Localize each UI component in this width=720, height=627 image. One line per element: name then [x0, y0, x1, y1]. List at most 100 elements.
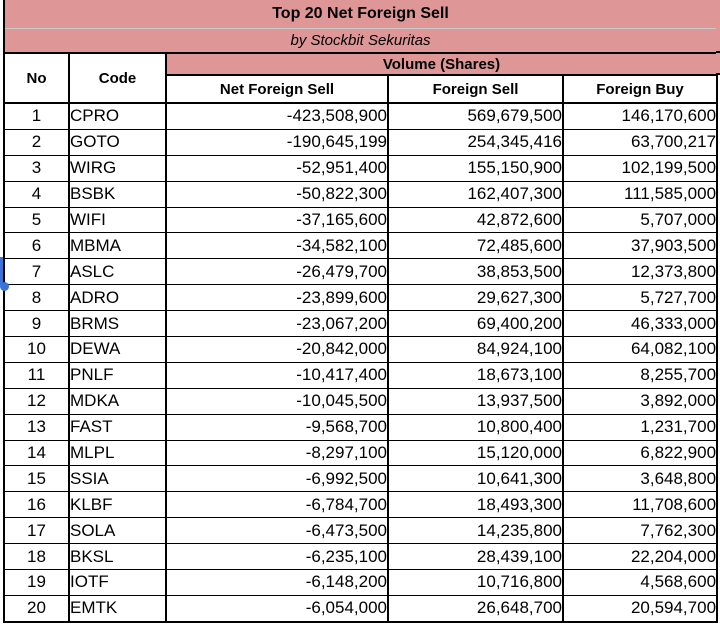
cell-foreign-sell: 69,400,200 — [387, 310, 564, 338]
cell-code: BRMS — [68, 310, 167, 338]
cell-net-foreign-sell: -20,842,000 — [165, 336, 389, 363]
cell-foreign-buy: 5,727,700 — [561, 284, 719, 312]
cell-foreign-buy: 11,708,600 — [561, 491, 719, 519]
cell-code: WIRG — [68, 154, 167, 182]
table-row: 10 DEWA -20,842,000 84,924,100 64,082,10… — [3, 336, 719, 363]
cell-foreign-sell: 10,716,800 — [387, 569, 564, 596]
cell-no: 14 — [3, 439, 70, 467]
text-selection-handle-dot[interactable] — [0, 282, 9, 291]
cell-net-foreign-sell: -34,582,100 — [165, 232, 389, 260]
cell-foreign-buy: 22,204,000 — [561, 543, 719, 571]
cell-foreign-buy: 63,700,217 — [561, 128, 719, 156]
cell-net-foreign-sell: -6,148,200 — [165, 569, 389, 596]
cell-no: 13 — [3, 413, 70, 441]
cell-code: DEWA — [68, 336, 167, 363]
cell-foreign-buy: 6,822,900 — [561, 439, 719, 467]
column-header-net-foreign-sell: Net Foreign Sell — [165, 74, 389, 104]
cell-foreign-sell: 155,150,900 — [387, 154, 564, 182]
cell-no: 18 — [3, 543, 70, 571]
cropped-cell-overflow — [716, 0, 720, 75]
cell-no: 3 — [3, 154, 70, 182]
cell-no: 5 — [3, 206, 70, 234]
cell-no: 17 — [3, 517, 70, 545]
table-row: 13 FAST -9,568,700 10,800,400 1,231,700 — [3, 413, 719, 441]
table-row: 12 MDKA -10,045,500 13,937,500 3,892,000 — [3, 387, 719, 415]
cell-foreign-sell: 84,924,100 — [387, 336, 564, 363]
cell-no: 15 — [3, 465, 70, 493]
cell-net-foreign-sell: -9,568,700 — [165, 413, 389, 441]
table-row: 9 BRMS -23,067,200 69,400,200 46,333,000 — [3, 310, 719, 338]
cell-foreign-sell: 38,853,500 — [387, 258, 564, 286]
table-row: 7 ASLC -26,479,700 38,853,500 12,373,800 — [3, 258, 719, 286]
cell-no: 1 — [3, 102, 70, 130]
cell-foreign-buy: 102,199,500 — [561, 154, 719, 182]
cell-code: KLBF — [68, 491, 167, 519]
cell-foreign-buy: 46,333,000 — [561, 310, 719, 338]
table-row: 6 MBMA -34,582,100 72,485,600 37,903,500 — [3, 232, 719, 260]
cell-foreign-sell: 42,872,600 — [387, 206, 564, 234]
cell-net-foreign-sell: -23,899,600 — [165, 284, 389, 312]
cell-net-foreign-sell: -52,951,400 — [165, 154, 389, 182]
cell-code: SSIA — [68, 465, 167, 493]
cell-no: 8 — [3, 284, 70, 312]
cell-foreign-sell: 72,485,600 — [387, 232, 564, 260]
cell-net-foreign-sell: -6,235,100 — [165, 543, 389, 571]
cell-net-foreign-sell: -50,822,300 — [165, 180, 389, 208]
cell-code: ASLC — [68, 258, 167, 286]
cell-code: GOTO — [68, 128, 167, 156]
cell-foreign-buy: 8,255,700 — [561, 361, 719, 389]
cell-no: 9 — [3, 310, 70, 338]
cell-net-foreign-sell: -6,054,000 — [165, 594, 389, 623]
column-header-code: Code — [68, 52, 167, 104]
cell-net-foreign-sell: -10,045,500 — [165, 387, 389, 415]
cell-no: 12 — [3, 387, 70, 415]
column-header-foreign-sell: Foreign Sell — [387, 74, 564, 104]
cell-foreign-buy: 146,170,600 — [561, 102, 719, 130]
cell-foreign-sell: 28,439,100 — [387, 543, 564, 571]
cell-code: CPRO — [68, 102, 167, 130]
table-row: 14 MLPL -8,297,100 15,120,000 6,822,900 — [3, 439, 719, 467]
cell-code: BKSL — [68, 543, 167, 571]
table-row: 5 WIFI -37,165,600 42,872,600 5,707,000 — [3, 206, 719, 234]
cell-foreign-sell: 10,800,400 — [387, 413, 564, 441]
cell-foreign-sell: 162,407,300 — [387, 180, 564, 208]
cell-code: FAST — [68, 413, 167, 441]
cell-net-foreign-sell: -190,645,199 — [165, 128, 389, 156]
cell-no: 16 — [3, 491, 70, 519]
cell-foreign-buy: 7,762,300 — [561, 517, 719, 545]
cell-net-foreign-sell: -6,784,700 — [165, 491, 389, 519]
table-row: 8 ADRO -23,899,600 29,627,300 5,727,700 — [3, 284, 719, 312]
table-row: 20 EMTK -6,054,000 26,648,700 20,594,700 — [3, 594, 719, 623]
cell-net-foreign-sell: -6,992,500 — [165, 465, 389, 493]
cell-code: WIFI — [68, 206, 167, 234]
text-selection-handle-bar[interactable] — [0, 257, 3, 285]
cell-foreign-buy: 12,373,800 — [561, 258, 719, 286]
cell-code: ADRO — [68, 284, 167, 312]
table-row: 17 SOLA -6,473,500 14,235,800 7,762,300 — [3, 517, 719, 545]
table-row: 4 BSBK -50,822,300 162,407,300 111,585,0… — [3, 180, 719, 208]
cell-no: 7 — [3, 258, 70, 286]
column-group-volume-shares: Volume (Shares) — [164, 52, 719, 76]
cell-no: 19 — [3, 569, 70, 596]
table-row: 3 WIRG -52,951,400 155,150,900 102,199,5… — [3, 154, 719, 182]
table-row: 16 KLBF -6,784,700 18,493,300 11,708,600 — [3, 491, 719, 519]
cell-net-foreign-sell: -423,508,900 — [165, 102, 389, 130]
cell-foreign-sell: 13,937,500 — [387, 387, 564, 415]
table-subtitle: by Stockbit Sekuritas — [2, 28, 719, 54]
cell-code: IOTF — [68, 569, 167, 596]
cell-code: BSBK — [68, 180, 167, 208]
cell-no: 2 — [3, 128, 70, 156]
cell-foreign-sell: 14,235,800 — [387, 517, 564, 545]
table-title: Top 20 Net Foreign Sell — [2, 0, 719, 29]
cell-no: 11 — [3, 361, 70, 389]
table-row: 18 BKSL -6,235,100 28,439,100 22,204,000 — [3, 543, 719, 571]
table-row: 15 SSIA -6,992,500 10,641,300 3,648,800 — [3, 465, 719, 493]
cell-no: 6 — [3, 232, 70, 260]
cell-foreign-buy: 20,594,700 — [561, 594, 719, 623]
cell-net-foreign-sell: -6,473,500 — [165, 517, 389, 545]
cell-foreign-buy: 3,648,800 — [561, 465, 719, 493]
column-header-foreign-buy: Foreign Buy — [561, 74, 719, 104]
column-header-no: No — [3, 52, 70, 104]
